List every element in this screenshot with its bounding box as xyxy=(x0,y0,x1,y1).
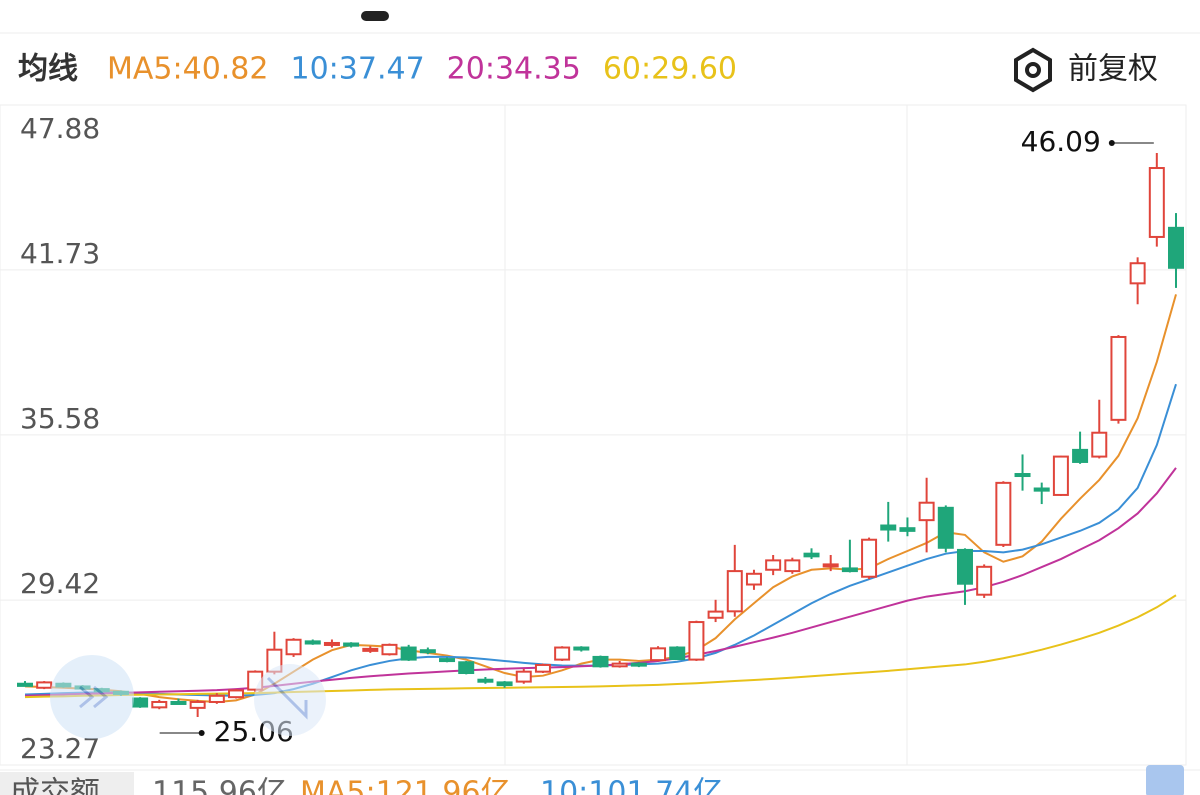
candle-body xyxy=(554,646,571,661)
candle-body xyxy=(956,548,973,585)
candle-body xyxy=(1014,473,1031,478)
y-tick-label: 41.73 xyxy=(20,237,100,270)
candle-body xyxy=(381,643,398,656)
candle-body xyxy=(323,641,340,646)
chevron xyxy=(79,685,95,709)
candle-body xyxy=(477,678,494,683)
candle-body xyxy=(228,689,245,699)
adjust-label: 前复权 xyxy=(1068,52,1158,87)
candle-body xyxy=(189,700,206,709)
volume-ma10: 10:101.74亿 xyxy=(540,776,723,795)
candle-body xyxy=(151,700,168,709)
candle-body xyxy=(707,610,724,619)
candle-body xyxy=(439,658,456,663)
candle-body xyxy=(1110,335,1127,421)
arrow xyxy=(266,676,308,720)
candle-body xyxy=(573,646,590,651)
candle-body xyxy=(515,670,532,683)
candle-body xyxy=(669,646,686,661)
volume-title: 成交额 xyxy=(10,776,100,795)
candle-body xyxy=(650,647,667,662)
candle-body xyxy=(1168,226,1184,269)
candle-body xyxy=(343,642,360,647)
candle-body xyxy=(534,663,551,673)
candle-body xyxy=(1072,448,1089,463)
candle-body xyxy=(630,662,647,667)
candle-body xyxy=(1129,262,1146,285)
y-tick-label: 29.42 xyxy=(20,567,100,600)
max-dot xyxy=(1108,140,1115,147)
candle-body xyxy=(784,559,801,573)
candle-body xyxy=(285,638,302,656)
adjust-icon xyxy=(1014,47,1052,93)
volume-value: 115.96亿 xyxy=(152,776,287,795)
legend-entry: 20:34.35 xyxy=(447,52,581,87)
legend-entry: 60:29.60 xyxy=(603,52,737,87)
volume-tab[interactable] xyxy=(0,772,134,795)
ma-title: 均线 xyxy=(18,52,78,87)
candle-body xyxy=(765,559,782,571)
max-label: 46.09 xyxy=(1021,125,1101,158)
candle-body xyxy=(803,552,820,558)
candle-body xyxy=(1148,167,1165,238)
chevron xyxy=(93,685,109,709)
candle-body xyxy=(880,524,897,531)
candle-body xyxy=(918,501,935,522)
candle-body xyxy=(208,694,225,703)
expand-button[interactable] xyxy=(1146,765,1184,795)
y-tick-label: 35.58 xyxy=(20,402,100,435)
candle-body xyxy=(132,697,149,708)
candle-body xyxy=(1033,487,1050,492)
ma-line xyxy=(24,594,1177,699)
candle-body xyxy=(745,572,762,586)
candle-body xyxy=(362,647,379,652)
candle-body xyxy=(611,662,628,668)
legend-entry: 10:37.47 xyxy=(290,52,424,87)
candle-body xyxy=(400,646,417,661)
candle-body xyxy=(822,563,839,568)
candle-body xyxy=(995,481,1012,546)
candle-body xyxy=(458,661,475,675)
candle-body xyxy=(841,567,858,573)
candle-body xyxy=(861,538,878,578)
candle-body xyxy=(304,640,321,645)
candle-body xyxy=(170,700,187,705)
adjust-button[interactable]: 前复权 xyxy=(1014,47,1158,93)
candle-body xyxy=(1052,455,1069,496)
candle-body xyxy=(899,527,916,532)
legend: MA5:40.82 10:37.47 20:34.35 60:29.60 xyxy=(107,52,737,87)
legend-entry: MA5:40.82 xyxy=(107,52,268,87)
drag-handle[interactable] xyxy=(361,11,389,21)
candle-body xyxy=(419,649,436,654)
candle-body xyxy=(976,565,993,596)
candle-body xyxy=(592,655,609,668)
candle-body xyxy=(36,681,53,689)
candle-body xyxy=(1091,431,1108,458)
candle-body xyxy=(17,682,33,687)
candle-body xyxy=(937,506,954,549)
candle-body xyxy=(496,681,513,687)
candle-body xyxy=(726,570,743,613)
scroll-left-button[interactable] xyxy=(50,655,326,739)
volume-ma5: MA5:121.96亿 xyxy=(300,776,511,795)
min-dot xyxy=(198,729,205,736)
candle-body xyxy=(688,621,705,661)
adjust-icon-dot xyxy=(1025,62,1041,78)
y-tick-label: 47.88 xyxy=(20,112,100,145)
